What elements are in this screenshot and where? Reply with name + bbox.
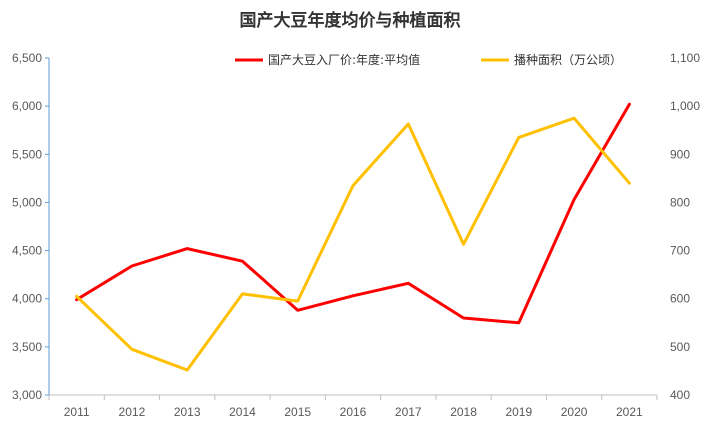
legend-label-area: 播种面积（万公顷） <box>514 53 622 67</box>
legend-label-price: 国产大豆入厂价:年度:平均值 <box>268 52 420 67</box>
chart-title: 国产大豆年度均价与种植面积 <box>240 10 461 31</box>
right-tick-label: 1,100 <box>670 51 700 65</box>
legend: 国产大豆入厂价:年度:平均值 播种面积（万公顷） <box>235 52 622 67</box>
x-tick-label: 2016 <box>340 405 367 419</box>
left-tick-label: 4,000 <box>12 292 42 306</box>
x-tick-label: 2015 <box>284 405 311 419</box>
right-tick-label: 700 <box>670 244 690 258</box>
x-tick-label: 2021 <box>616 405 643 419</box>
right-tick-label: 600 <box>670 292 690 306</box>
left-tick-label: 5,000 <box>12 195 42 209</box>
left-tick-label: 6,500 <box>12 51 42 65</box>
x-tick-label: 2018 <box>450 405 477 419</box>
x-axis-ticks: 2011 2012 2013 2014 2015 2016 2017 2018 2019 2020… <box>48 395 658 419</box>
right-axis-ticks: 400 500 600 700 800 900 1,000 1,100 <box>670 51 700 402</box>
area-series-line <box>75 116 631 372</box>
x-tick-label: 2020 <box>561 405 588 419</box>
left-tick-label: 5,500 <box>12 147 42 161</box>
right-tick-label: 1,000 <box>670 99 700 113</box>
left-tick-label: 3,500 <box>12 340 42 354</box>
x-tick-label: 2011 <box>64 405 90 419</box>
x-tick-label: 2012 <box>119 405 146 419</box>
axes <box>48 58 657 396</box>
series-layer <box>75 102 631 372</box>
price-series-line <box>75 102 631 325</box>
right-tick-label: 800 <box>670 195 690 209</box>
left-tick-label: 4,500 <box>12 244 42 258</box>
left-axis-ticks: 3,000 3,500 4,000 4,500 5,000 5,500 6,000 6,500 <box>12 51 49 402</box>
x-tick-label: 2019 <box>505 405 532 419</box>
x-tick-label: 2013 <box>174 405 201 419</box>
right-tick-label: 400 <box>670 388 690 402</box>
left-tick-label: 6,000 <box>12 99 42 113</box>
left-tick-label: 3,000 <box>12 388 42 402</box>
x-tick-label: 2014 <box>229 405 256 419</box>
right-tick-label: 500 <box>670 340 690 354</box>
x-tick-label: 2017 <box>395 405 422 419</box>
right-tick-label: 900 <box>670 147 690 161</box>
